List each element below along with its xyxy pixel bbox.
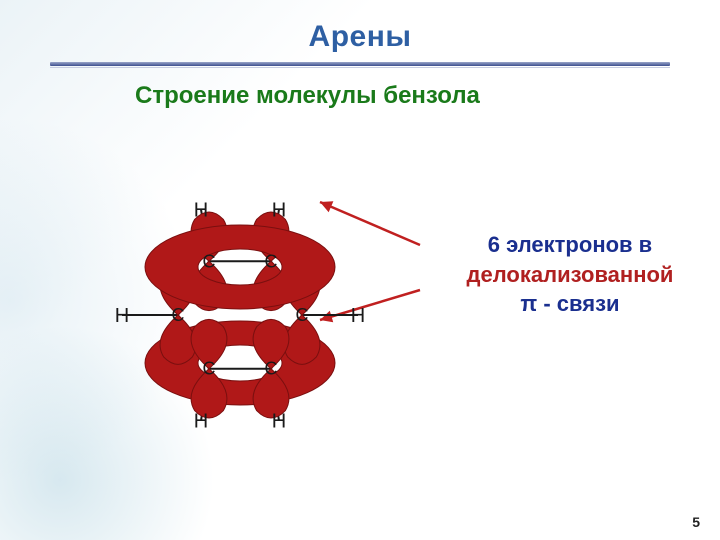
svg-text:H: H xyxy=(272,411,286,433)
svg-text:C: C xyxy=(296,305,309,325)
svg-text:H: H xyxy=(194,199,208,221)
svg-text:H: H xyxy=(194,411,208,433)
benzene-svg: C C C C C C H H H H H H xyxy=(80,150,400,480)
page-number: 5 xyxy=(692,514,700,530)
annotation-line1: 6 электронов в xyxy=(488,232,652,257)
svg-text:H: H xyxy=(115,305,129,327)
annotation-block: 6 электронов в делокализованной π - связ… xyxy=(440,230,700,319)
title-rule xyxy=(50,62,670,66)
svg-text:C: C xyxy=(203,251,216,271)
svg-text:C: C xyxy=(203,359,216,379)
svg-text:H: H xyxy=(272,199,286,221)
page-title: Арены xyxy=(0,20,720,54)
benzene-diagram: C C C C C C H H H H H H xyxy=(80,150,400,480)
subtitle: Строение молекулы бензола xyxy=(135,82,480,110)
annotation-line3: π - связи xyxy=(520,291,619,316)
title-rule-shadow xyxy=(50,67,670,68)
svg-text:H: H xyxy=(351,305,365,327)
svg-text:C: C xyxy=(172,305,185,325)
svg-text:C: C xyxy=(265,251,278,271)
svg-text:C: C xyxy=(265,359,278,379)
annotation-line2: делокализованной xyxy=(467,262,674,287)
